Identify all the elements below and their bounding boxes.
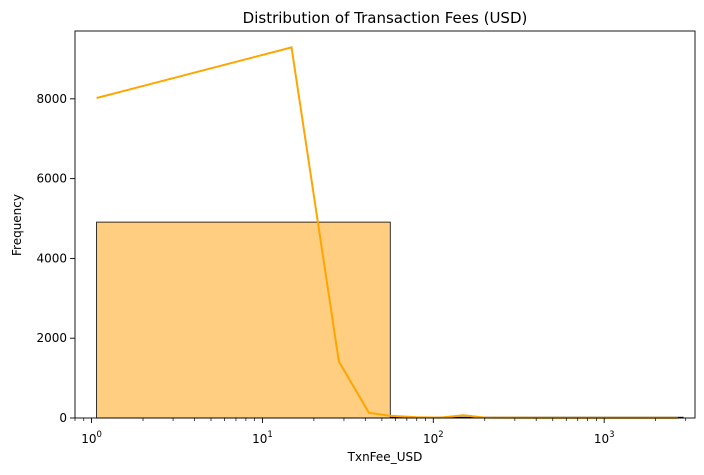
x-tick-label-3: 102 [423,430,444,446]
chart-title: Distribution of Transaction Fees (USD) [243,9,528,27]
y-tick-label-2: 2000 [36,331,67,345]
y-tick-label-4: 6000 [36,172,67,186]
y-axis-label: Frequency [10,194,24,256]
x-axis-ticks: 100 101 102 103 [74,418,687,446]
histogram-bar-1 [96,221,391,419]
plot-frame [74,30,696,419]
y-tick-label-1: 0 [59,411,67,425]
x-tick-label-4: 103 [594,430,615,446]
y-tick-label-5: 8000 [36,92,67,106]
histogram-bars [96,221,684,419]
x-tick-label-2: 101 [252,430,273,446]
y-tick-label-3: 4000 [36,251,67,265]
x-axis-label: TxnFee_USD [347,450,423,464]
y-axis-ticks: 0 2000 4000 6000 8000 [36,92,75,425]
x-tick-label-1: 100 [81,430,102,446]
